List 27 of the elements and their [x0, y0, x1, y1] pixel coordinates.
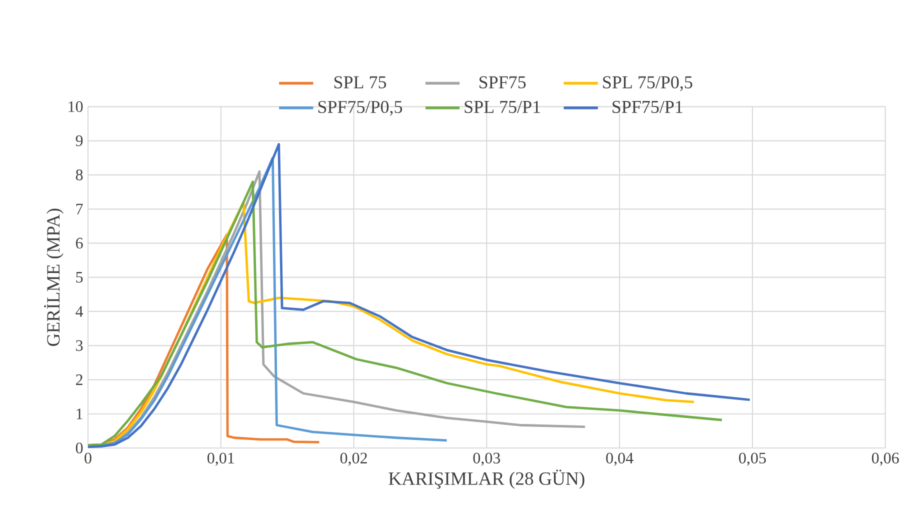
y-tick-label: 1	[76, 408, 82, 420]
legend-label: SPF75/P0,5	[318, 100, 402, 116]
x-tick-label: 0,03	[473, 452, 500, 466]
line-series	[88, 143, 751, 448]
y-tick-label: 5	[76, 272, 83, 283]
y-tick-label: 0	[76, 442, 83, 454]
y-tick-label: 2	[76, 374, 82, 386]
y-tick-label: 10	[68, 101, 83, 112]
legend-label: SPF75	[480, 76, 526, 88]
x-tick-label: 0,02	[340, 452, 367, 466]
y-axis-title: GERİLME (MPA)	[44, 208, 64, 346]
x-tick-label: 0,05	[739, 452, 766, 466]
y-tick-label: 8	[76, 170, 83, 180]
x-tick-label: 0,06	[872, 452, 899, 466]
legend-label: SPL 75	[334, 76, 386, 88]
y-tick-label: 4	[76, 306, 84, 317]
x-axis-title: KARIŞIMLAR (28 GÜN)	[388, 470, 584, 489]
y-tick-label: 9	[76, 135, 83, 146]
y-tick-label: 7	[76, 204, 83, 214]
legend-label: SPL 75/P1	[464, 100, 540, 114]
legend-label: SPL 75/P0,5	[603, 76, 692, 91]
x-tick-label: 0	[84, 452, 92, 464]
x-tick-label: 0,04	[606, 452, 634, 466]
y-tick-label: 6	[76, 238, 83, 249]
y-tick-label: 3	[76, 340, 83, 351]
legend-label: SPF75/P1	[612, 100, 682, 114]
x-tick-label: 0,01	[208, 452, 234, 466]
